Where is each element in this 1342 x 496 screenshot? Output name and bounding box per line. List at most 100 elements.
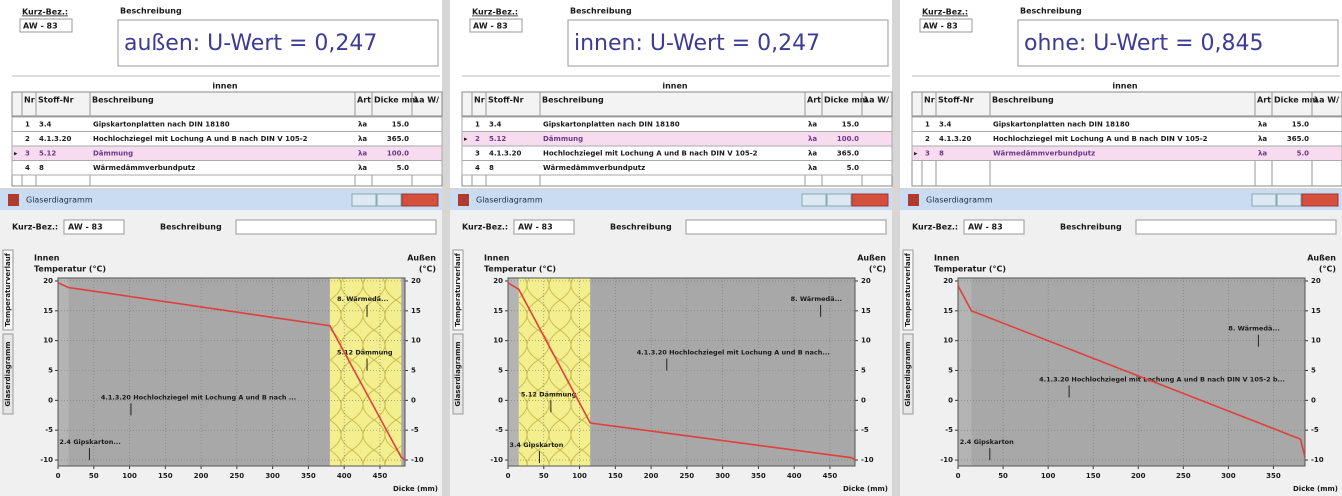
- description: außen: U-Wert = 0,247: [124, 31, 377, 56]
- axis-title: (°C): [869, 265, 886, 274]
- input[interactable]: [1017, 19, 1339, 67]
- minimize-button[interactable]: [351, 193, 377, 207]
- x-tick-label: 50: [89, 472, 99, 480]
- y-tick-label: -5: [45, 426, 53, 434]
- maximize-button[interactable]: [376, 193, 402, 207]
- maximize-button[interactable]: [826, 193, 852, 207]
- panel: Kurz-Bez.: AW - 83 Beschreibung außen: U-We…: [0, 0, 443, 496]
- column-header: Beschreibung: [992, 96, 1054, 105]
- column-header: Beschreibung: [542, 96, 604, 105]
- y-tick-label: 10: [43, 337, 53, 345]
- annotation: 2.4 Gipskarton: [960, 438, 1014, 446]
- y2-tick-label: 5: [861, 367, 866, 375]
- window-icon: [8, 194, 19, 206]
- axis-label: Außen: [857, 254, 886, 263]
- input[interactable]: [963, 219, 1025, 235]
- table-cell: λa: [358, 135, 367, 143]
- input[interactable]: [63, 219, 125, 235]
- table-cell: Wärmedämmverbundputz: [993, 150, 1095, 158]
- table-cell: 2: [475, 135, 480, 143]
- field-label: Kurz-Bez.:: [912, 223, 958, 232]
- tab[interactable]: [902, 249, 914, 331]
- input[interactable]: [1135, 219, 1337, 235]
- table-row[interactable]: [461, 160, 893, 176]
- input-value: AW - 83: [23, 22, 58, 31]
- column-header: Dicke mm: [1274, 96, 1318, 105]
- window-title: Glaserdiagramm: [26, 196, 93, 205]
- layer: [68, 278, 330, 466]
- tab[interactable]: [2, 249, 14, 331]
- table-row[interactable]: [461, 131, 893, 147]
- input[interactable]: [685, 219, 887, 235]
- table-cell: λa: [358, 121, 367, 129]
- temperature-line: [957, 285, 1306, 458]
- table-row[interactable]: [11, 160, 443, 176]
- input[interactable]: [469, 18, 523, 33]
- table-cell: 4: [475, 164, 480, 172]
- layer-hatch: [518, 278, 591, 466]
- table-cell: Hochlochziegel mit Lochung A und B nach …: [543, 150, 758, 158]
- input[interactable]: [19, 18, 73, 33]
- table-cell: Dämmung: [93, 150, 133, 158]
- tab[interactable]: [902, 333, 914, 415]
- table-cell: 3: [475, 150, 480, 158]
- field-label: Kurz-Bez.:: [22, 8, 68, 17]
- table-cell: 100.0: [387, 150, 409, 158]
- close-button[interactable]: [1301, 193, 1339, 207]
- field-label: Kurz-Bez.:: [922, 8, 968, 17]
- x-tick-label: 200: [1131, 472, 1146, 480]
- y-tick-label: 0: [948, 396, 953, 404]
- table-cell: Wärmedämmverbundputz: [93, 164, 195, 172]
- axis-label: Außen: [407, 254, 436, 263]
- close-button[interactable]: [401, 193, 439, 207]
- table-cell: λa: [1258, 135, 1267, 143]
- table-cell: 1: [475, 121, 480, 129]
- input[interactable]: [513, 219, 575, 235]
- input[interactable]: [117, 19, 439, 67]
- close-button[interactable]: [851, 193, 889, 207]
- tab[interactable]: [452, 333, 464, 415]
- x-tick-label: 250: [230, 472, 245, 480]
- input[interactable]: [235, 219, 437, 235]
- x-axis-title: Dicke (mm): [393, 485, 438, 493]
- table-cell: 4.1.3.20: [939, 135, 971, 143]
- table-cell: 8: [939, 150, 944, 158]
- table-cell: 15.0: [1292, 121, 1309, 129]
- tab-label: Temperaturverlauf: [454, 252, 462, 326]
- input[interactable]: [567, 19, 889, 67]
- tab[interactable]: [2, 333, 14, 415]
- description: ohne: U-Wert = 0,845: [1024, 31, 1264, 56]
- y-tick-label: 15: [943, 307, 953, 315]
- table-cell: 5.0: [1297, 150, 1310, 158]
- x-tick-label: 250: [680, 472, 695, 480]
- y-tick-label: 5: [948, 367, 953, 375]
- panel: Kurz-Bez.: AW - 83 Beschreibung innen: U-We…: [450, 0, 893, 496]
- annotation: 8. Wärmedä...: [791, 295, 842, 303]
- y-tick-label: 10: [493, 337, 503, 345]
- axis-label: Innen: [34, 254, 60, 263]
- minimize-button[interactable]: [801, 193, 827, 207]
- x-tick-label: 0: [506, 472, 511, 480]
- y2-tick-label: -10: [1311, 456, 1324, 464]
- y-tick-label: -5: [945, 426, 953, 434]
- field-label: Beschreibung: [570, 7, 632, 16]
- field-label: Beschreibung: [610, 223, 672, 232]
- field-label: Kurz-Bez.:: [462, 223, 508, 232]
- table-row[interactable]: [911, 145, 1342, 161]
- axis-title: (°C): [1319, 265, 1336, 274]
- maximize-button[interactable]: [1276, 193, 1302, 207]
- y2-tick-label: 10: [411, 337, 421, 345]
- x-tick-label: 150: [1086, 472, 1101, 480]
- table-cell: 2: [925, 135, 930, 143]
- input-value: AW - 83: [968, 223, 1003, 232]
- table-cell: Gipskartonplatten nach DIN 18180: [93, 121, 230, 129]
- input[interactable]: [919, 18, 973, 33]
- table-row[interactable]: [11, 145, 443, 161]
- table-cell: 8: [39, 164, 44, 172]
- tab[interactable]: [452, 249, 464, 331]
- column-header: Dicke mm: [374, 96, 418, 105]
- tab-label: Glaserdiagramm: [454, 341, 462, 406]
- minimize-button[interactable]: [1251, 193, 1277, 207]
- x-tick-label: 150: [158, 472, 173, 480]
